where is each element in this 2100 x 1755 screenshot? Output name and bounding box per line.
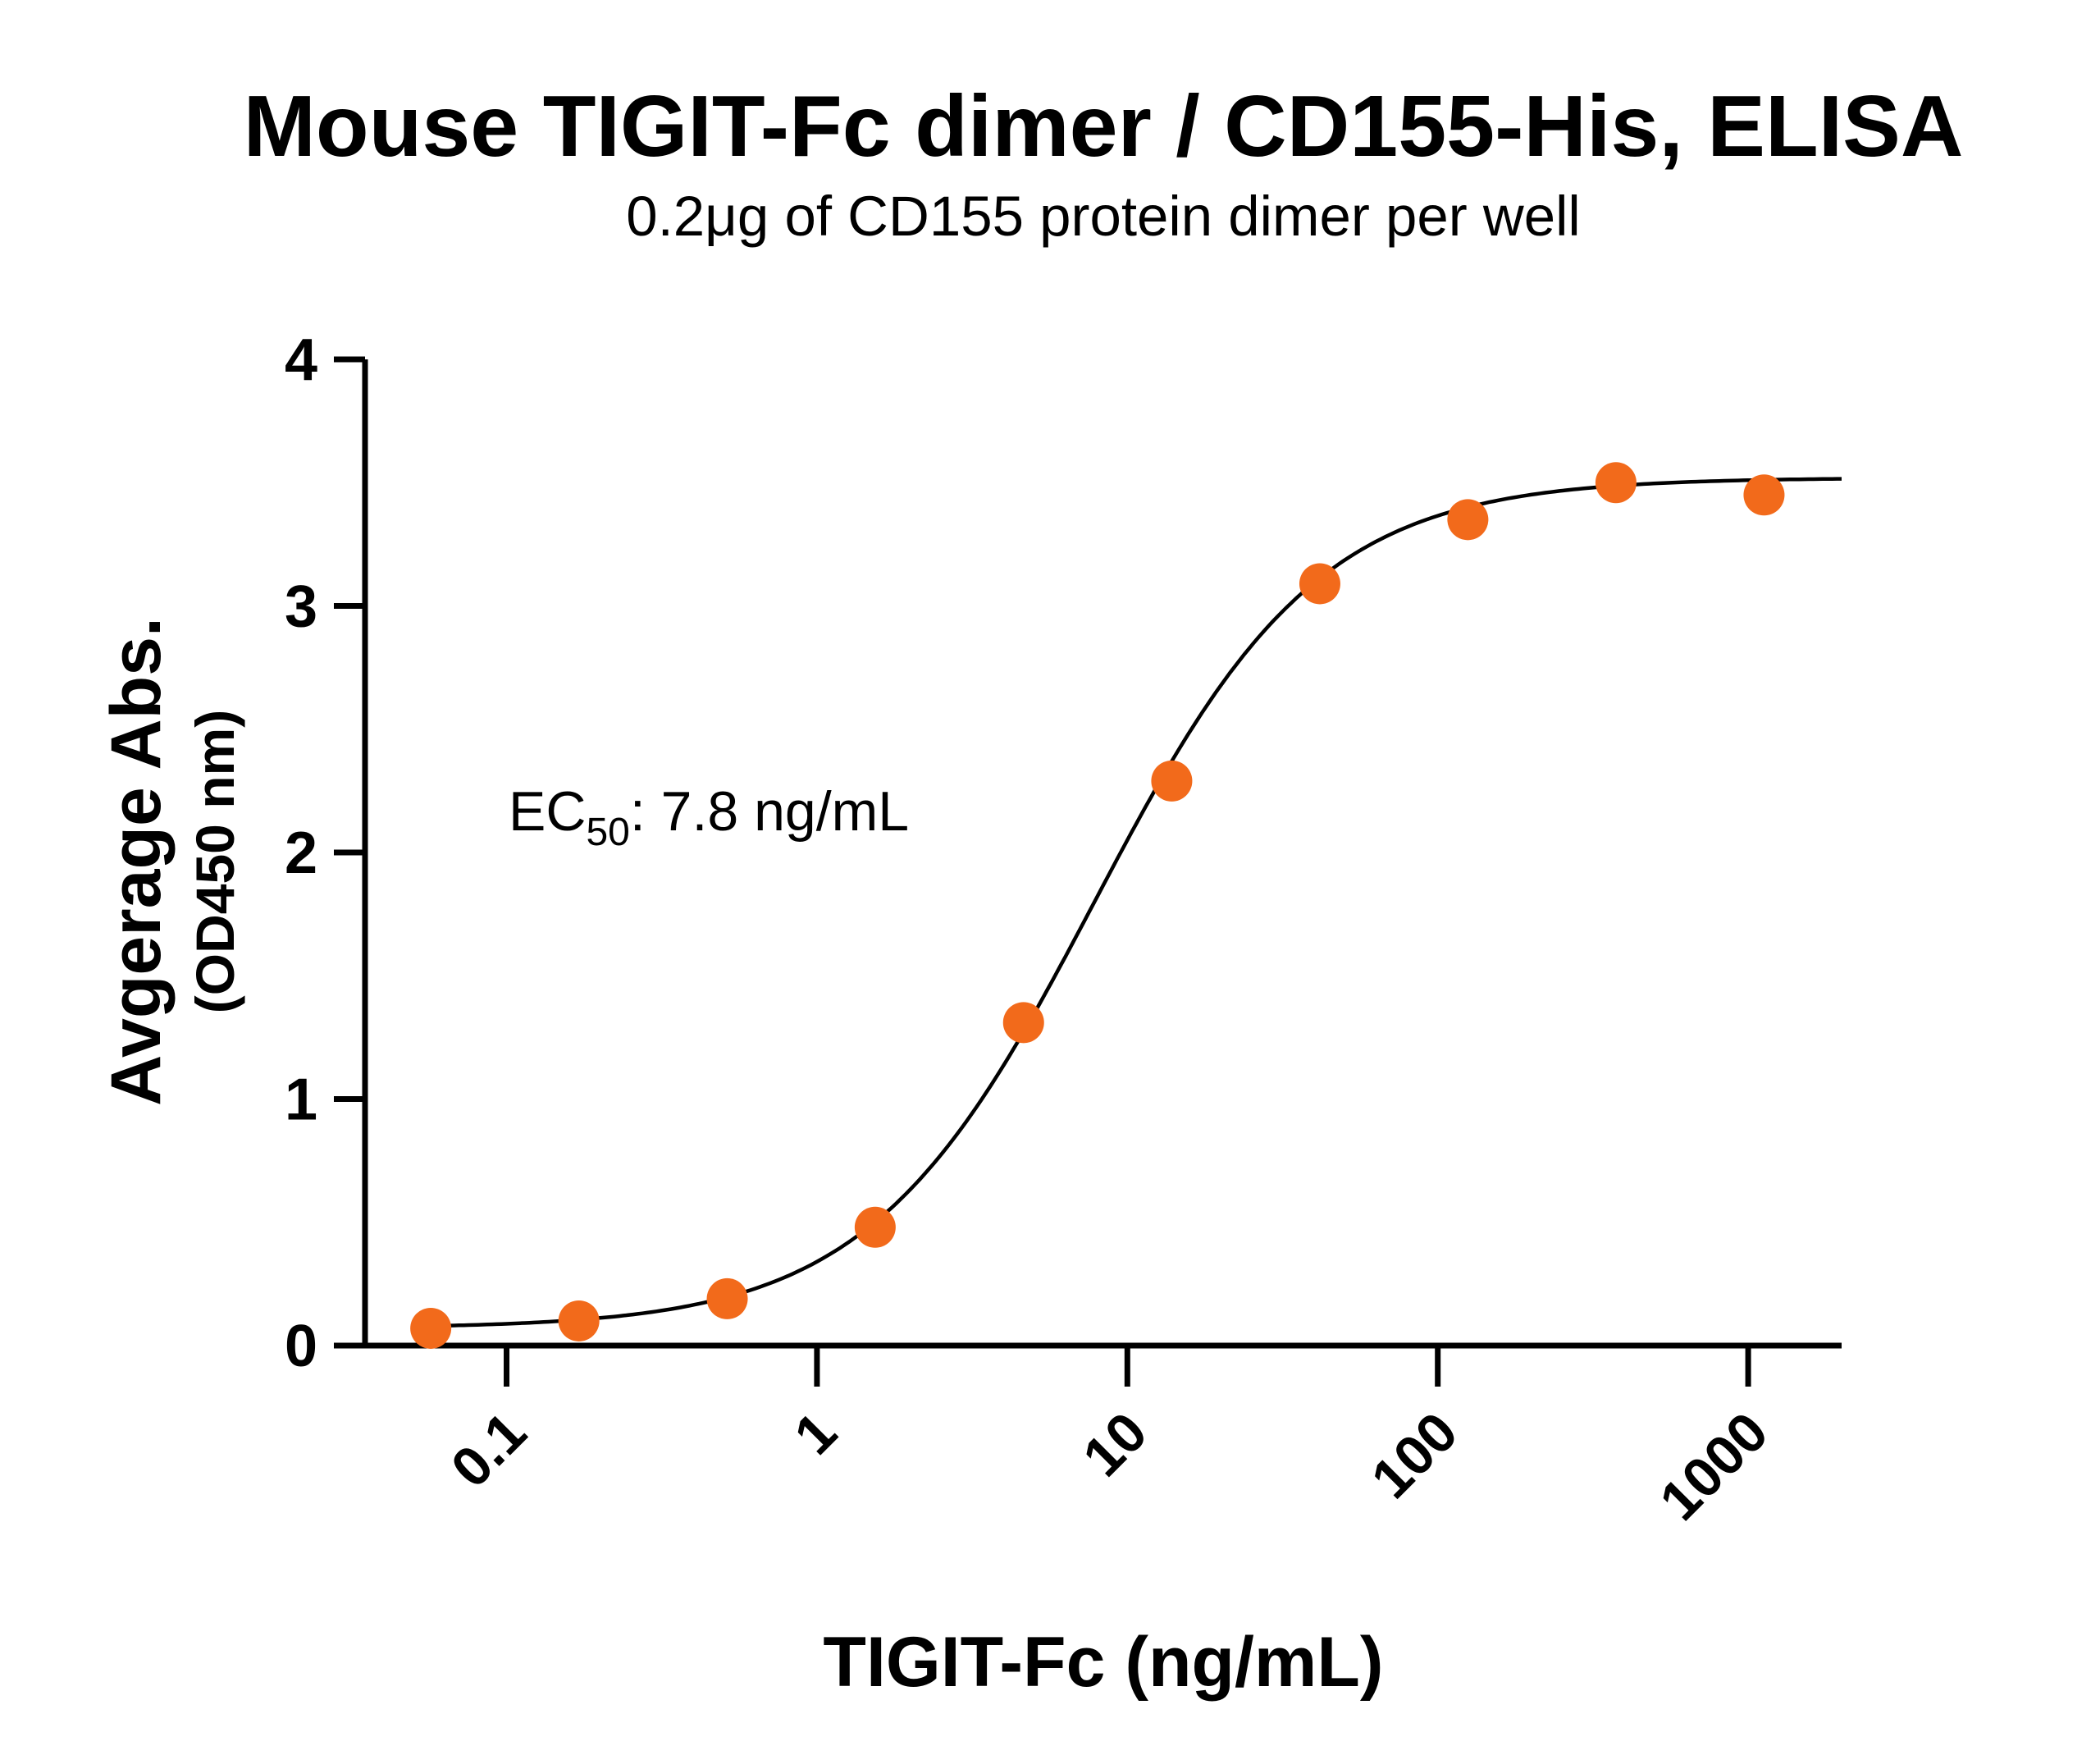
fit-curve [431, 477, 1842, 1328]
data-point-9 [1595, 462, 1637, 504]
y-tick-label-3: 3 [285, 574, 317, 640]
fit-curve-group [431, 477, 1842, 1328]
data-point-1 [410, 1307, 452, 1349]
data-point-5 [1002, 1002, 1044, 1044]
x-tick-label-10: 10 [1071, 1401, 1159, 1488]
y-axis-title: Avgerage Abs. [97, 617, 176, 1106]
data-point-6 [1151, 760, 1193, 802]
ec50-text: : 7.8 ng/mL [630, 780, 909, 843]
ec50-subscript: 50 [586, 811, 629, 854]
data-points [410, 462, 1785, 1349]
x-tick-label-1: 1 [783, 1401, 848, 1466]
data-point-7 [1299, 563, 1340, 605]
data-point-10 [1743, 474, 1785, 516]
ec50-prefix: EC [509, 780, 586, 843]
data-point-8 [1447, 499, 1489, 541]
y-tick-label-4: 4 [285, 327, 317, 393]
ec50-annotation: EC50: 7.8 ng/mL [509, 780, 909, 854]
data-point-2 [558, 1300, 600, 1341]
y-tick-label-0: 0 [285, 1314, 317, 1379]
data-point-4 [854, 1206, 896, 1248]
x-tick-label-100: 100 [1359, 1401, 1469, 1510]
chart-subtitle: 0.2μg of CD155 protein dimer per well [626, 185, 1581, 248]
chart-title: Mouse TIGIT-Fc dimer / CD155-His, ELISA [244, 78, 1964, 175]
x-axis-title: TIGIT-Fc (ng/mL) [823, 1623, 1383, 1702]
y-axis-label: Avgerage Abs. [97, 617, 176, 1106]
x-tick-label-1000: 1000 [1648, 1401, 1780, 1533]
y-axis-sublabel: (OD450 nm) [185, 710, 245, 1013]
data-point-3 [706, 1277, 748, 1319]
x-tick-label-0.1: 0.1 [440, 1401, 539, 1500]
x-ticks: 0.1 1 10 100 1000 [440, 1346, 1780, 1533]
y-tick-label-1: 1 [285, 1067, 317, 1133]
y-axis-subtitle: (OD450 nm) [185, 710, 245, 1013]
y-ticks: 0 1 2 3 4 [285, 327, 365, 1379]
y-tick-label-2: 2 [285, 820, 317, 886]
axes [362, 359, 1842, 1349]
